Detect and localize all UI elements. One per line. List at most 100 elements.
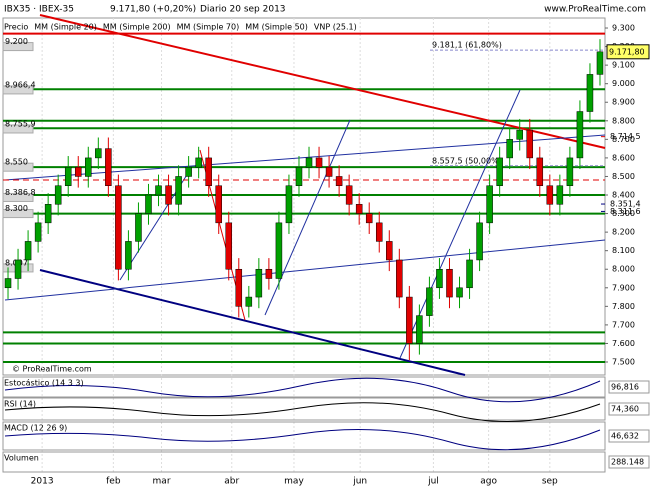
- x-tick-label: jun: [352, 477, 367, 487]
- source: www.ProRealTime.com: [544, 5, 646, 15]
- legend-entry: MM (Simple 20): [34, 23, 97, 32]
- candle-body: [375, 222, 383, 242]
- x-tick-label: may: [284, 477, 304, 487]
- candle-body: [205, 157, 212, 186]
- panel-frame: [2, 451, 606, 473]
- watermark: © ProRealTime.com: [12, 365, 92, 374]
- profile-bar: [2, 192, 34, 202]
- candle-body: [245, 296, 253, 307]
- price-tag: 8.311,6: [610, 207, 641, 216]
- trend-line: [39, 269, 466, 376]
- candle-body: [335, 176, 343, 186]
- profile-bar: [2, 209, 34, 219]
- legend-entry: Precio: [4, 23, 28, 32]
- x-tick-label: 2013: [31, 477, 54, 487]
- y-tick-label: 7.800: [612, 302, 635, 311]
- trend-line: [4, 134, 606, 181]
- profile-label: 8.386,8: [5, 188, 36, 197]
- y-tick-label: 8.200: [612, 228, 635, 237]
- y-tick-label: 8.100: [612, 246, 635, 255]
- candle-body: [125, 241, 132, 270]
- legend-entry: MM (Simple 50): [245, 23, 308, 32]
- candle-body: [596, 51, 604, 75]
- candle-body: [305, 157, 313, 168]
- candle-body: [95, 148, 102, 159]
- candle-body: [355, 204, 363, 214]
- panel-value-box: [608, 429, 650, 443]
- panel-value-box: [608, 380, 650, 394]
- candle-body: [44, 204, 52, 224]
- y-tick-label: 7.600: [612, 339, 635, 348]
- panel-value-box: [608, 402, 650, 416]
- candle-body: [426, 287, 433, 316]
- candle-body: [516, 129, 523, 140]
- candle-body: [195, 157, 202, 168]
- chart-title: IBX35 · IBEX-35: [4, 5, 74, 15]
- candle-body: [265, 268, 273, 279]
- candle-body: [506, 139, 513, 159]
- price-tag: 8.351,4: [610, 200, 641, 209]
- profile-bar: [2, 124, 34, 134]
- last-price-box: [606, 44, 650, 60]
- candle-body: [145, 194, 152, 214]
- candle-body: [285, 185, 293, 224]
- panel-label: Estocástico (14 3 3): [4, 379, 84, 388]
- candle-body: [295, 166, 303, 186]
- trend-line: [39, 14, 606, 149]
- candle-body: [365, 213, 373, 224]
- y-tick-label: 9.300: [612, 24, 635, 33]
- candle-body: [325, 166, 333, 177]
- trend-lines: [3, 14, 606, 376]
- panel-value: 96,816: [611, 383, 639, 392]
- candle-body: [255, 268, 263, 298]
- candle-body: [466, 259, 473, 289]
- profile-label: 8.550: [5, 158, 28, 167]
- candle-body: [275, 222, 283, 279]
- x-tick-label: feb: [106, 477, 121, 487]
- x-tick-label: sep: [542, 477, 558, 487]
- y-tick-label: 8.700: [612, 135, 635, 144]
- candle-body: [235, 268, 243, 307]
- y-tick-label: 7.900: [612, 283, 635, 292]
- y-tick-label: 8.300: [612, 209, 635, 218]
- candle-body: [396, 259, 403, 298]
- profile-label: 8.300: [5, 204, 28, 213]
- candle-body: [135, 213, 142, 242]
- panel-label: MACD (12 26 9): [4, 424, 67, 433]
- y-tick-label: 7.500: [612, 358, 635, 367]
- period: Diario 20 sep 2013: [200, 5, 286, 15]
- candle-body: [486, 185, 493, 224]
- candle-body: [165, 185, 172, 205]
- y-tick-label: 8.000: [612, 265, 635, 274]
- candle-body: [586, 74, 594, 112]
- trend-line: [4, 239, 606, 301]
- candle-body: [225, 222, 233, 270]
- y-tick-label: 7.700: [612, 320, 635, 329]
- panel-label: RSI (14): [4, 400, 36, 409]
- candle-body: [476, 222, 483, 261]
- panel-value: 46,632: [611, 432, 639, 441]
- y-tick-label: 8.800: [612, 116, 635, 125]
- candle-body: [115, 185, 122, 270]
- candle-body: [536, 157, 544, 186]
- indicator-line: [4, 377, 601, 403]
- panel-value: 288.148: [611, 458, 644, 467]
- candle-body: [526, 129, 534, 159]
- profile-label: 8.755,9: [5, 119, 36, 128]
- x-tick-label: abr: [224, 477, 239, 487]
- x-tick-label: mar: [153, 477, 171, 487]
- price-tag: 8.714,5: [610, 132, 641, 141]
- trend-line: [399, 89, 521, 359]
- candle-body: [155, 185, 162, 196]
- legend-entry: VNP (25.1): [314, 23, 357, 32]
- legend-entry: MM (Simple 70): [177, 23, 240, 32]
- candle-body: [4, 278, 12, 289]
- last-price-label: 9.171,80: [609, 47, 645, 56]
- candle-body: [406, 296, 413, 344]
- profile-label: 9.200: [5, 37, 28, 46]
- candle-body: [14, 259, 22, 279]
- candle-body: [24, 241, 32, 261]
- candle-body: [34, 222, 42, 242]
